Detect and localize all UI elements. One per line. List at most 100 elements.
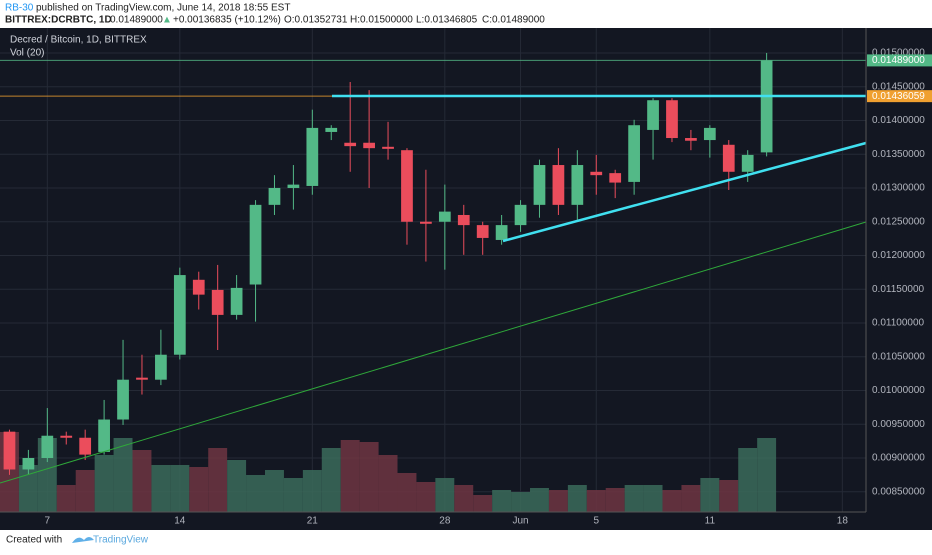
- volume-bar: [435, 478, 455, 512]
- candle-body: [457, 214, 470, 226]
- ohlc-low: L:0.01346805: [416, 15, 478, 26]
- y-tick-label: 0.01250000: [872, 216, 925, 227]
- y-tick-label: 0.01450000: [872, 81, 925, 92]
- ohlc-high: H:0.01500000: [350, 15, 413, 26]
- candle-body: [552, 165, 565, 205]
- volume-bar: [208, 448, 228, 512]
- candle-body: [41, 435, 54, 458]
- candle-body: [438, 211, 451, 222]
- candle-body: [325, 127, 338, 132]
- volume-bar: [151, 465, 171, 512]
- volume-bar: [227, 460, 247, 512]
- y-tick-label: 0.00850000: [872, 486, 925, 497]
- change: +0.00136835 (+10.12%): [173, 15, 281, 26]
- symbol: BITTREX:DCRBTC, 1D: [5, 15, 112, 26]
- volume-bar: [113, 438, 133, 512]
- volume-bar: [586, 490, 606, 512]
- volume-bar: [321, 448, 341, 512]
- x-tick-label: 28: [439, 516, 451, 527]
- candle-body: [249, 204, 262, 285]
- volume-bar: [681, 485, 701, 512]
- y-tick-label: 0.01300000: [872, 183, 925, 194]
- price-label: 0.01436059: [872, 91, 925, 102]
- volume-bar: [567, 485, 587, 512]
- volume-bar: [548, 490, 568, 512]
- candle-body: [211, 289, 224, 315]
- volume-bar: [738, 448, 758, 512]
- candle-body: [155, 354, 167, 380]
- volume-bar: [170, 465, 190, 512]
- volume-label: Vol (20): [10, 48, 44, 59]
- logo: [72, 537, 94, 543]
- y-tick-label: 0.01500000: [872, 48, 925, 59]
- candle-body: [3, 431, 16, 470]
- candle-body: [287, 184, 300, 188]
- volume-bar: [492, 490, 512, 512]
- candle-body: [192, 279, 205, 295]
- volume-bar: [397, 473, 417, 512]
- volume-bar: [246, 475, 266, 512]
- x-tick-label: 5: [593, 516, 599, 527]
- candle-body: [685, 138, 697, 141]
- candle-body: [666, 100, 678, 139]
- price-label-bg: [867, 90, 932, 103]
- candle-body: [136, 377, 148, 380]
- candle-body: [760, 60, 773, 153]
- volume-bar: [700, 478, 720, 512]
- volume-bar: [94, 455, 114, 512]
- volume-bar: [473, 495, 493, 512]
- volume-bar: [416, 482, 436, 512]
- candle-body: [401, 150, 413, 222]
- y-tick-label: 0.01200000: [872, 250, 925, 261]
- candle-body: [306, 127, 319, 186]
- y-tick-label: 0.00900000: [872, 453, 925, 464]
- volume-bar: [757, 438, 777, 512]
- candle-body: [60, 435, 73, 438]
- y-tick-label: 0.01100000: [872, 318, 925, 329]
- chart-background: [0, 28, 932, 530]
- candle-body: [628, 125, 640, 182]
- header-bar: [0, 0, 932, 28]
- footer-created: Created with: [6, 535, 62, 546]
- volume-bar: [18, 465, 38, 512]
- volume-bar: [56, 485, 76, 512]
- volume-bar: [283, 478, 303, 512]
- y-tick-label: 0.01050000: [872, 351, 925, 362]
- candle-body: [22, 457, 35, 470]
- author[interactable]: RB-30: [5, 3, 34, 14]
- candle-body: [741, 154, 754, 172]
- price-label-bg: [867, 54, 932, 67]
- candle-body: [722, 144, 735, 172]
- footer-brand[interactable]: TradingView: [93, 535, 149, 546]
- support-line: [502, 141, 867, 243]
- candle-body: [533, 165, 546, 205]
- chart-title: Decred / Bitcoin, 1D, BITTREX: [10, 35, 147, 46]
- volume-bar: [624, 485, 644, 512]
- candle-body: [98, 419, 110, 452]
- candle-body: [173, 275, 186, 355]
- footer-bar: [0, 530, 932, 550]
- volume-bar: [605, 488, 625, 512]
- candle-body: [230, 287, 243, 315]
- volume-bar: [132, 450, 152, 512]
- candle-body: [363, 142, 375, 149]
- volume-bar: [719, 480, 739, 512]
- y-tick-label: 0.00950000: [872, 419, 925, 430]
- candle-body: [382, 146, 394, 149]
- ohlc-open: O:0.01352731: [284, 15, 348, 26]
- volume-bar: [454, 485, 474, 512]
- volume-bar: [511, 492, 531, 512]
- y-tick-label: 0.01150000: [872, 284, 925, 295]
- volume-bar: [265, 470, 284, 512]
- published: published on TradingView.com, June 14, 2…: [36, 3, 290, 14]
- candle-body: [514, 204, 527, 226]
- candle-body: [268, 187, 281, 205]
- candle-body: [647, 100, 659, 130]
- candle-body: [476, 225, 489, 238]
- last-price: 0.01489000: [110, 15, 163, 26]
- volume-bar: [302, 470, 322, 512]
- change-arrow: ▲: [162, 15, 172, 26]
- y-tick-label: 0.01350000: [872, 149, 925, 160]
- price-label: 0.01489000: [872, 55, 925, 66]
